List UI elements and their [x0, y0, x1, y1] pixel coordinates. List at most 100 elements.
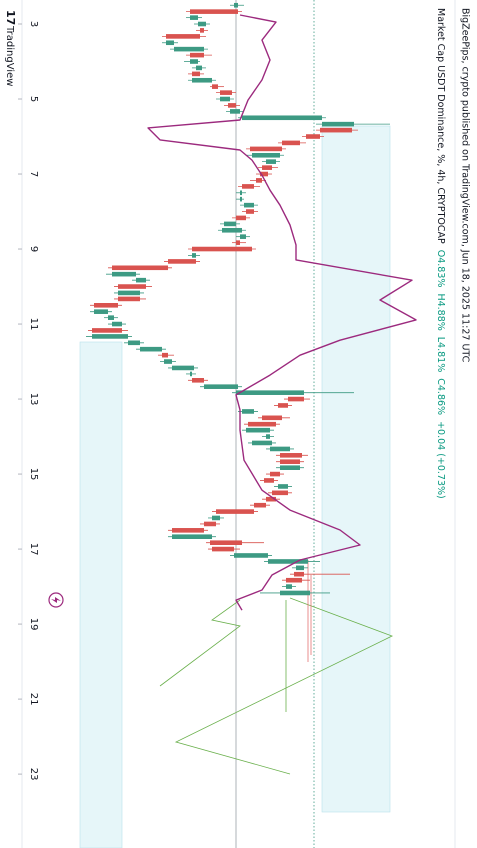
candle-body: [246, 427, 270, 433]
candle-body: [92, 328, 122, 333]
candle-body: [286, 577, 302, 583]
candle-body: [200, 28, 204, 33]
x-tick-label: 11: [28, 318, 39, 331]
candle-body: [112, 271, 136, 277]
candle-body: [306, 134, 320, 139]
candle-body: [250, 146, 282, 152]
brand: 17 TradingView: [4, 10, 17, 86]
candle-body: [256, 178, 262, 183]
candle-body: [240, 190, 242, 196]
alert-icon[interactable]: [48, 592, 64, 608]
candle-body: [262, 415, 282, 421]
candle-body: [192, 253, 196, 258]
candle-body: [140, 346, 162, 352]
candle-body: [212, 515, 220, 521]
candle-body: [224, 221, 236, 227]
candle-body: [172, 528, 204, 533]
x-tick-label: 19: [28, 618, 39, 631]
candle-body: [128, 340, 140, 346]
candle-body: [228, 103, 236, 108]
candle-body: [242, 409, 254, 414]
candle-body: [246, 209, 254, 214]
symbol-name: Market Cap USDT Dominance, %, 4h, CRYPTO…: [436, 8, 447, 244]
candle-body: [192, 246, 252, 252]
candle-body: [264, 478, 274, 483]
candle-body: [204, 521, 216, 527]
candle-body: [192, 77, 212, 83]
candle-body: [118, 296, 140, 302]
candle-body: [286, 584, 292, 589]
candle-body: [112, 321, 122, 327]
candle-body: [252, 152, 280, 158]
candle-body: [196, 65, 202, 71]
range-box: [321, 125, 391, 813]
candle-body: [278, 484, 288, 489]
candle-body: [204, 384, 238, 389]
candle-body: [192, 378, 204, 383]
ohlc-low: L4.81%: [436, 337, 447, 372]
x-tick-label: 23: [28, 768, 39, 781]
candle-body: [162, 352, 168, 358]
candle-body: [118, 290, 140, 296]
candle-body: [280, 465, 300, 470]
candle-body: [212, 84, 218, 89]
x-tick-label: 5: [28, 96, 39, 102]
candle-body: [242, 184, 254, 189]
brand-name: TradingView: [4, 25, 15, 86]
candle-body: [198, 21, 206, 27]
ohlc-change: +0.04 (+0.73%): [436, 421, 447, 499]
candle-body: [236, 240, 240, 245]
candle-body: [288, 396, 304, 402]
candle-body: [220, 90, 232, 95]
candle-body: [322, 121, 354, 127]
candle-body: [210, 540, 242, 546]
ohlc-high: H4.88%: [436, 293, 447, 330]
candle-body: [280, 459, 300, 464]
candle-body: [280, 590, 310, 596]
candle-body: [108, 315, 114, 320]
candle-body: [320, 127, 352, 133]
candle-body: [94, 302, 118, 308]
candle-body: [254, 502, 266, 508]
candle-body: [282, 140, 300, 146]
candle-body: [168, 259, 196, 264]
candle-body: [236, 215, 246, 221]
candle-body: [242, 115, 322, 121]
ohlc-close: C4.86%: [436, 378, 447, 415]
candle-body: [166, 40, 174, 46]
candle-body: [190, 371, 192, 377]
candle-body: [262, 165, 272, 170]
candle-body: [230, 109, 240, 114]
candle-body: [270, 446, 290, 452]
candle-body: [190, 9, 238, 14]
candle-body: [190, 52, 204, 58]
candle-body: [118, 284, 146, 289]
x-tick-label: 13: [28, 393, 39, 406]
candle-body: [280, 453, 302, 458]
candle-body: [112, 265, 168, 271]
candle-body: [240, 234, 246, 239]
x-tick-label: 21: [28, 693, 39, 706]
candle-body: [192, 71, 200, 77]
candle-body: [212, 546, 234, 552]
alert-bolt: [51, 597, 61, 603]
candle-body: [172, 534, 212, 539]
candle-body: [234, 2, 238, 8]
x-tick-label: 9: [28, 246, 39, 252]
candle-body: [220, 96, 230, 102]
candle-body: [296, 565, 304, 571]
projection-line: [174, 597, 394, 775]
x-tick-label: 17: [28, 543, 39, 556]
candle-body: [266, 159, 276, 164]
candle-body: [252, 440, 272, 446]
chart-title: BigZeePips, crypto published on TradingV…: [460, 8, 471, 363]
candle-body: [172, 365, 194, 371]
candle-body: [278, 403, 288, 408]
x-tick-label: 3: [28, 21, 39, 27]
symbol-legend: Market Cap USDT Dominance, %, 4h, CRYPTO…: [436, 8, 447, 499]
range-box: [79, 341, 123, 848]
projection-line: [159, 599, 241, 687]
